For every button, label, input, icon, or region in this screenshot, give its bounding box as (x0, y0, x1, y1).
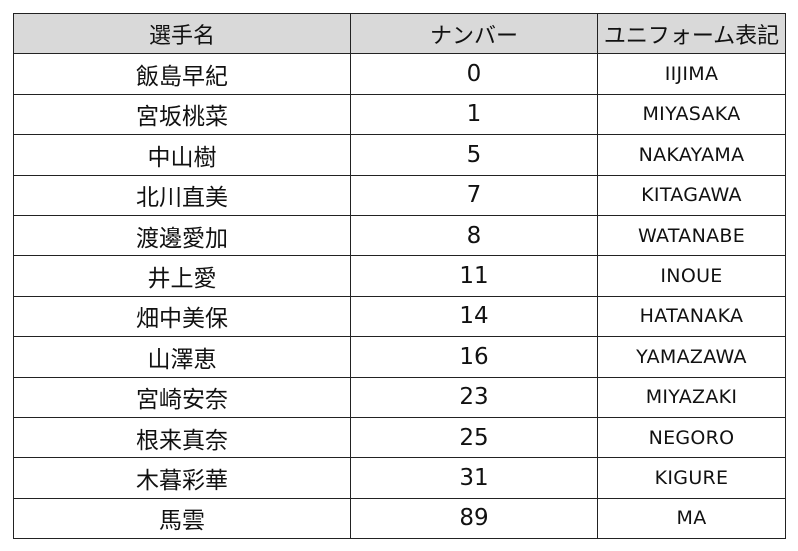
player-number-cell: 11 (350, 255, 598, 297)
uniform-name-cell: NAKAYAMA (597, 134, 786, 176)
player-name-cell: 根来真奈 (13, 416, 351, 459)
uniform-name-cell: NEGORO (597, 416, 786, 459)
table-row: 宮坂桃菜 1 MIYASAKA (13, 93, 786, 136)
table-row: 井上愛 11 INOUE (13, 255, 786, 297)
header-uniform-name: ユニフォーム表記 (597, 12, 786, 55)
uniform-name-cell: KIGURE (597, 457, 786, 499)
table-row: 飯島早紀 0 IIJIMA (13, 53, 786, 95)
uniform-name-cell: HATANAKA (597, 295, 786, 338)
player-name-cell: 馬雲 (13, 497, 351, 540)
table-row: 渡邊愛加 8 WATANABE (13, 214, 786, 257)
header-number: ナンバー (350, 12, 598, 55)
table-row: 北川直美 7 KITAGAWA (13, 174, 786, 216)
uniform-name-cell: WATANABE (597, 214, 786, 257)
player-number-cell: 23 (350, 376, 598, 418)
uniform-name-cell: MIYASAKA (597, 93, 786, 136)
header-player-name: 選手名 (13, 12, 351, 55)
player-number-cell: 0 (350, 53, 598, 95)
uniform-name-cell: IIJIMA (597, 53, 786, 95)
player-number-cell: 31 (350, 457, 598, 499)
table-row: 畑中美保 14 HATANAKA (13, 295, 786, 338)
header-row: 選手名 ナンバー ユニフォーム表記 (13, 12, 786, 55)
player-number-cell: 7 (350, 174, 598, 216)
player-name-cell: 宮崎安奈 (13, 376, 351, 418)
roster-sheet: 選手名 ナンバー ユニフォーム表記 飯島早紀 0 IIJIMA 宮坂桃菜 1 M… (13, 12, 786, 540)
uniform-name-cell: MIYAZAKI (597, 376, 786, 418)
player-name-cell: 宮坂桃菜 (13, 93, 351, 136)
player-roster-table: 選手名 ナンバー ユニフォーム表記 飯島早紀 0 IIJIMA 宮坂桃菜 1 M… (13, 12, 786, 540)
uniform-name-cell: YAMAZAWA (597, 336, 786, 378)
uniform-name-cell: MA (597, 497, 786, 540)
player-name-cell: 木暮彩華 (13, 457, 351, 499)
table-row: 宮崎安奈 23 MIYAZAKI (13, 376, 786, 418)
table-row: 馬雲 89 MA (13, 497, 786, 540)
player-number-cell: 8 (350, 214, 598, 257)
player-name-cell: 渡邊愛加 (13, 214, 351, 257)
player-number-cell: 25 (350, 416, 598, 459)
table-row: 根来真奈 25 NEGORO (13, 416, 786, 459)
player-number-cell: 89 (350, 497, 598, 540)
uniform-name-cell: KITAGAWA (597, 174, 786, 216)
player-number-cell: 14 (350, 295, 598, 338)
table-row: 木暮彩華 31 KIGURE (13, 457, 786, 499)
player-number-cell: 1 (350, 93, 598, 136)
player-name-cell: 北川直美 (13, 174, 351, 216)
player-number-cell: 16 (350, 336, 598, 378)
player-name-cell: 畑中美保 (13, 295, 351, 338)
player-name-cell: 飯島早紀 (13, 53, 351, 95)
player-name-cell: 井上愛 (13, 255, 351, 297)
uniform-name-cell: INOUE (597, 255, 786, 297)
table-row: 山澤恵 16 YAMAZAWA (13, 336, 786, 378)
player-name-cell: 山澤恵 (13, 336, 351, 378)
table-row: 中山樹 5 NAKAYAMA (13, 134, 786, 176)
player-name-cell: 中山樹 (13, 134, 351, 176)
player-number-cell: 5 (350, 134, 598, 176)
